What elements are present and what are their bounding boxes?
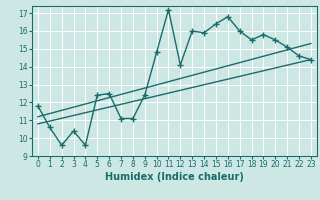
X-axis label: Humidex (Indice chaleur): Humidex (Indice chaleur)	[105, 172, 244, 182]
